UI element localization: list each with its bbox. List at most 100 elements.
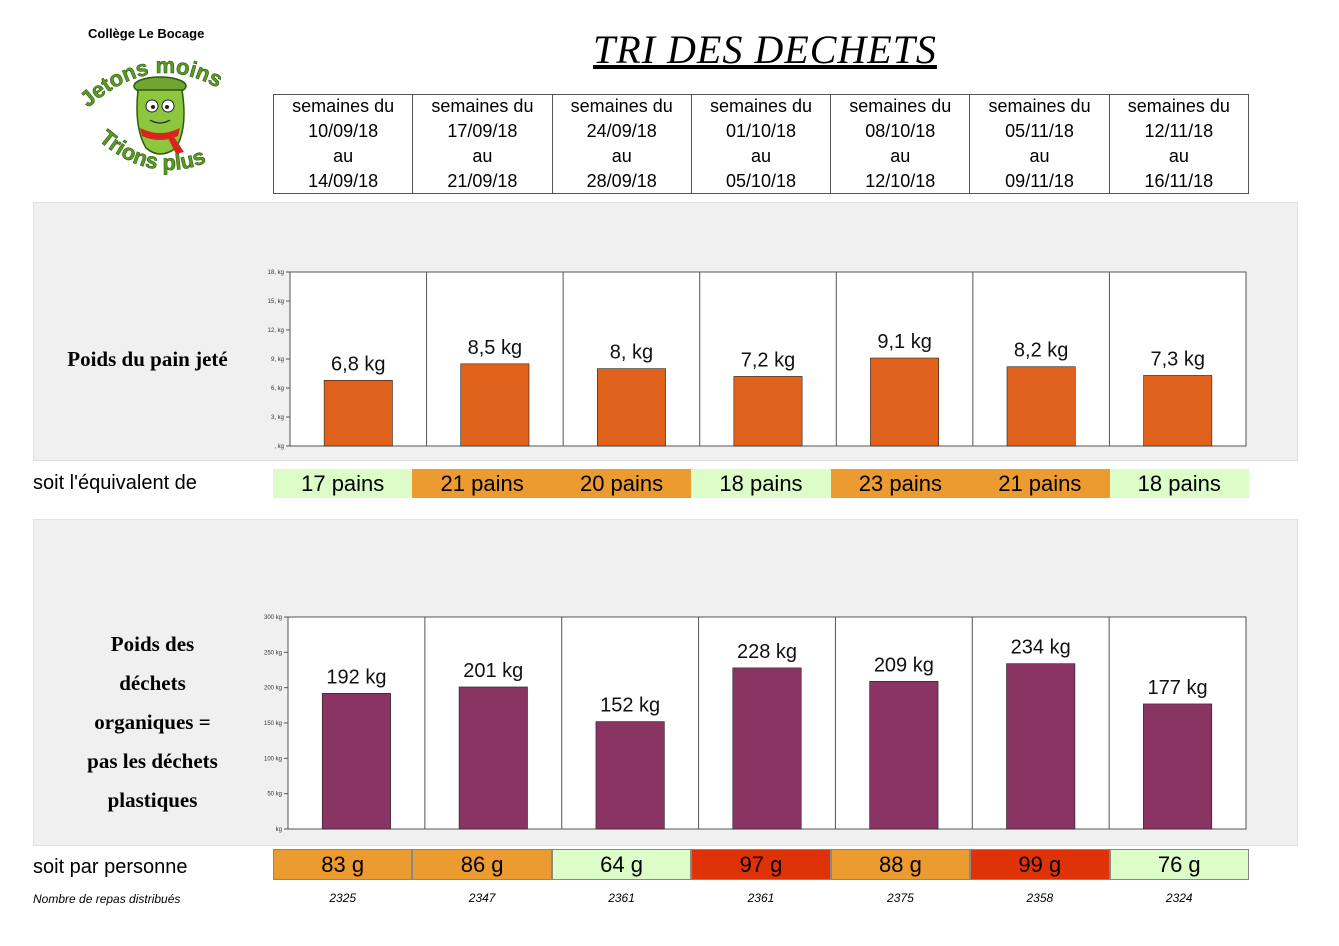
week-header-line: semaines du — [570, 96, 673, 116]
week-header-line: semaines du — [292, 96, 395, 116]
week-header-line: 24/09/18 — [586, 121, 657, 141]
week-header-line: 12/10/18 — [865, 171, 936, 191]
bar-value-label: 7,3 kg — [1150, 348, 1204, 370]
y-tick-label: 12, kg — [268, 328, 284, 334]
bread-equivalent-cell: 18 pains — [691, 469, 831, 498]
bar-value-label: 8,2 kg — [1014, 340, 1068, 362]
bar-value-label: 177 kg — [1148, 677, 1208, 699]
week-header-line: 12/11/18 — [1144, 121, 1214, 141]
meals-value: 2375 — [887, 891, 914, 905]
week-header-line: 08/10/18 — [865, 121, 936, 141]
bar-value-label: 8,5 kg — [468, 337, 522, 359]
week-header-cell: semaines du 17/09/18 au 21/09/18 — [413, 95, 553, 193]
weeks-table: semaines du 10/09/18 au 14/09/18 semaines du… — [273, 94, 1249, 194]
week-header-line: au — [1029, 146, 1050, 166]
y-tick-label: 50 kg — [267, 792, 282, 798]
per-person-row: 83 g 86 g 64 g 97 g 88 g 99 g 76 g — [273, 849, 1249, 880]
week-header-cell: semaines du 10/09/18 au 14/09/18 — [274, 95, 414, 193]
bar — [1006, 663, 1076, 830]
meals-value: 2361 — [747, 891, 775, 905]
week-header-line: 16/11/18 — [1144, 171, 1214, 191]
week-header-line: 21/09/18 — [447, 171, 518, 191]
bread-equivalent-cell: 18 pains — [1109, 469, 1249, 498]
bar-value-label: 8, kg — [610, 342, 653, 364]
y-tick-label: 200 kg — [264, 686, 282, 692]
week-header-line: 17/09/18 — [447, 121, 518, 141]
organic-chart-label: Poids des déchets organiques = pas les d… — [60, 625, 245, 820]
week-header-line: au — [333, 146, 354, 166]
bar — [458, 686, 528, 830]
mascot-icon — [133, 76, 187, 155]
per-person-cell: 88 g — [830, 849, 971, 880]
y-tick-label: 150 kg — [264, 721, 282, 727]
week-header-line: 09/11/18 — [1005, 171, 1074, 191]
organic-label-line: organiques = — [94, 710, 211, 734]
week-header-line: au — [750, 146, 771, 166]
per-person-cell: 64 g — [551, 849, 692, 880]
meals-value: 2324 — [1165, 891, 1193, 905]
y-tick-label: 15, kg — [268, 299, 284, 305]
y-tick-label: kg — [276, 827, 282, 833]
bread-equivalent-row: 17 pains 21 pains 20 pains 18 pains 23 pains… — [273, 469, 1249, 498]
bar — [1143, 703, 1213, 830]
bar — [732, 667, 802, 830]
y-tick-label: , kg — [274, 444, 284, 450]
y-tick-label: 3, kg — [271, 415, 284, 421]
week-header-line: semaines du — [709, 96, 813, 116]
meals-row: 2325 2347 2361 2361 2375 2358 2324 — [273, 891, 1249, 905]
week-header-line: 01/10/18 — [725, 121, 797, 141]
per-person-label: soit par personne — [33, 856, 188, 878]
week-header-cell: semaines du 24/09/18 au 28/09/18 — [553, 95, 692, 193]
week-header-cell: semaines du 08/10/18 au 12/10/18 — [831, 95, 971, 193]
week-header-line: 10/09/18 — [308, 121, 379, 141]
bar-value-label: 234 kg — [1011, 637, 1071, 659]
week-header-line: semaines du — [988, 96, 1091, 116]
bar-value-label: 152 kg — [600, 695, 660, 717]
bar-value-label: 192 kg — [326, 666, 386, 688]
week-header-line: au — [472, 146, 493, 166]
per-person-cell: 97 g — [691, 849, 831, 880]
bar — [321, 693, 391, 830]
bar — [460, 363, 530, 447]
bread-equivalent-cell: 21 pains — [970, 469, 1110, 498]
week-header-line: semaines du — [431, 96, 534, 116]
bar — [870, 357, 940, 447]
y-tick-label: 100 kg — [264, 756, 282, 762]
meals-label: Nombre de repas distribués — [33, 892, 181, 906]
meals-value: 2361 — [608, 891, 635, 905]
meals-value: 2347 — [468, 891, 496, 905]
school-name: Collège Le Bocage — [88, 26, 205, 41]
bread-equivalent-cell: 21 pains — [412, 469, 552, 498]
week-header-cell: semaines du 12/11/18 au 16/11/18 — [1110, 95, 1248, 193]
organic-label-line: plastiques — [107, 788, 198, 812]
week-header-cell: semaines du 01/10/18 au 05/10/18 — [692, 95, 832, 193]
week-header-cell: semaines du 05/11/18 au 09/11/18 — [970, 95, 1110, 193]
bar — [596, 368, 666, 447]
bar — [1143, 375, 1213, 447]
week-header-line: au — [890, 146, 911, 166]
y-tick-label: 250 kg — [264, 650, 282, 656]
bar-value-label: 6,8 kg — [331, 353, 385, 375]
week-header-line: au — [1168, 146, 1189, 166]
bar — [733, 376, 803, 447]
bread-equivalent-label: soit l'équivalent de — [33, 472, 197, 494]
bread-equivalent-cell: 17 pains — [273, 469, 413, 498]
bar-value-label: 201 kg — [463, 660, 523, 682]
week-header-line: semaines du — [849, 96, 952, 116]
y-tick-label: 18, kg — [268, 270, 284, 276]
bar-value-label: 7,2 kg — [741, 349, 795, 371]
week-header-line: semaines du — [1127, 96, 1230, 116]
page-title: TRI DES DECHETS — [593, 27, 937, 72]
week-header-line: 05/11/18 — [1005, 121, 1074, 141]
bar-value-label: 209 kg — [874, 654, 934, 676]
bar — [1006, 366, 1076, 447]
bar-value-label: 9,1 kg — [877, 331, 931, 353]
bar — [869, 681, 939, 830]
bread-equivalent-cell: 23 pains — [830, 469, 971, 498]
meals-value: 2358 — [1026, 891, 1054, 905]
organic-label-line: Poids des — [110, 632, 195, 656]
logo: Jetons moins Trions plus — [80, 53, 227, 176]
y-tick-label: 300 kg — [264, 615, 282, 621]
